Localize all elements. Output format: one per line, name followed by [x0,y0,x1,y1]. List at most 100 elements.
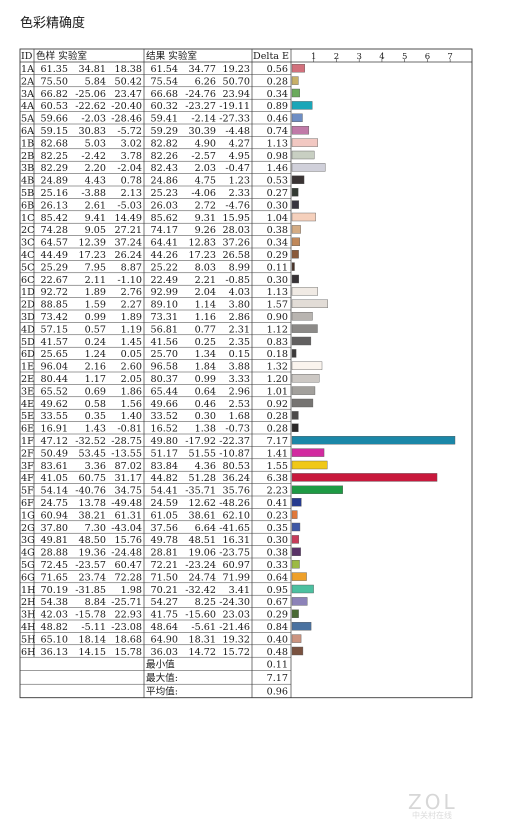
result-lab-value: 19.32 [223,634,250,645]
result-lab-value: 4.75 [195,176,216,187]
row-id: 4G [21,548,35,559]
sample-lab-value: 80.44 [41,374,68,385]
delta-e-value: 0.64 [267,572,288,583]
result-lab-value: 16.52 [151,424,178,435]
sample-lab-value: 27.21 [115,225,142,236]
sample-lab-value: -43.04 [111,523,142,534]
row-id: 1E [21,362,34,373]
sample-lab-value: 82.29 [41,163,68,174]
delta-e-bar [291,398,314,408]
row-id: 5A [21,114,35,125]
delta-e-bar [291,386,316,395]
result-lab-value: -41.65 [219,523,250,534]
row-id: 3A [21,89,35,100]
delta-e-bar [291,535,300,544]
sample-lab-value: 74.28 [41,225,68,236]
result-lab-value: 35.76 [223,486,250,497]
row-id: 4B [21,176,34,187]
row-id: 2A [21,76,35,87]
row-id: 6D [21,349,35,360]
sample-lab-value: 7.30 [85,523,106,534]
sample-lab-value: 1.24 [85,349,106,360]
sample-lab-value: 0.24 [85,337,106,348]
result-lab-value: 80.37 [151,374,178,385]
sample-lab-value: 0.57 [85,324,106,335]
result-lab-value: 25.22 [151,262,178,273]
sample-lab-value: 23.47 [115,89,142,100]
sample-lab-value: 50.49 [41,448,68,459]
sample-lab-value: 9.05 [85,225,106,236]
sample-lab-value: 18.14 [79,634,106,645]
result-lab-value: 1.14 [195,300,216,311]
row-id: 5D [21,337,35,348]
row-id: 5F [21,486,34,497]
delta-e-bar [291,63,305,73]
result-lab-value: 3.80 [229,300,250,311]
result-lab-value: 2.53 [229,399,250,410]
sample-lab-value: 49.62 [41,399,68,410]
sample-lab-value: 37.80 [41,523,68,534]
delta-e-bar [291,76,299,85]
row-id: 6C [21,275,34,286]
sample-lab-value: 13.78 [79,498,106,509]
row-id: 5H [21,634,35,645]
delta-e-bar [291,634,302,643]
delta-e-bar [291,212,316,222]
summary-value: 0.96 [267,687,288,698]
result-lab-value: 6.64 [195,523,216,534]
result-lab-value: -35.71 [185,486,216,497]
result-lab-value: 0.30 [195,411,216,422]
result-lab-value: 0.77 [195,324,216,335]
result-lab-value: 0.46 [195,399,216,410]
result-lab-value: 1.68 [229,411,250,422]
result-lab-value: 44.82 [151,473,178,484]
result-lab-value: 60.97 [223,560,250,571]
result-lab-value: 30.39 [189,126,216,137]
sample-lab-value: -22.62 [75,101,106,112]
sample-lab-value: 38.21 [79,510,106,521]
sample-lab-value: 47.12 [41,436,68,447]
result-lab-value: 65.44 [151,386,178,397]
sample-lab-value: 28.88 [41,548,68,559]
sample-lab-value: 65.52 [41,386,68,397]
sample-lab-value: 92.72 [41,287,68,298]
sample-lab-value: 14.15 [79,647,106,658]
result-lab-value: -19.11 [219,101,250,112]
sample-lab-value: 71.65 [41,572,68,583]
result-lab-value: 1.16 [195,312,216,323]
result-lab-value: -23.24 [185,560,216,571]
result-lab-value: 66.68 [151,89,178,100]
delta-e-value: 0.90 [267,312,288,323]
axis-tick-label: 1 [311,52,316,62]
delta-e-value: 0.41 [267,498,288,509]
sample-lab-value: 22.67 [41,275,68,286]
row-id: 4E [21,399,34,410]
result-lab-value: 82.43 [151,163,178,174]
delta-e-value: 0.92 [267,399,288,410]
sample-lab-value: -25.71 [111,597,142,608]
row-id: 1B [21,138,34,149]
sample-lab-value: 70.19 [41,585,68,596]
result-lab-value: -15.60 [185,610,216,621]
sample-lab-value: 1.45 [121,337,142,348]
sample-lab-value: 18.38 [115,64,142,75]
sample-lab-value: -23.57 [75,560,106,571]
sample-lab-value: -28.75 [111,436,142,447]
result-lab-value: 74.17 [151,225,178,236]
sample-lab-value: 48.82 [41,622,68,633]
sample-lab-value: 75.50 [41,76,68,87]
result-lab-value: 73.31 [151,312,178,323]
delta-e-value: 6.38 [267,473,288,484]
row-id: 5G [21,560,35,571]
sample-lab-value: 2.13 [121,188,142,199]
result-lab-value: 61.05 [151,510,178,521]
result-lab-value: 49.80 [151,436,178,447]
result-lab-value: 54.41 [151,486,178,497]
delta-e-value: 1.01 [267,386,288,397]
delta-e-value: 0.35 [267,523,288,534]
sample-lab-value: 82.25 [41,151,68,162]
result-lab-value: -22.37 [219,436,250,447]
delta-e-value: 0.30 [267,275,288,286]
delta-e-value: 0.28 [267,76,288,87]
